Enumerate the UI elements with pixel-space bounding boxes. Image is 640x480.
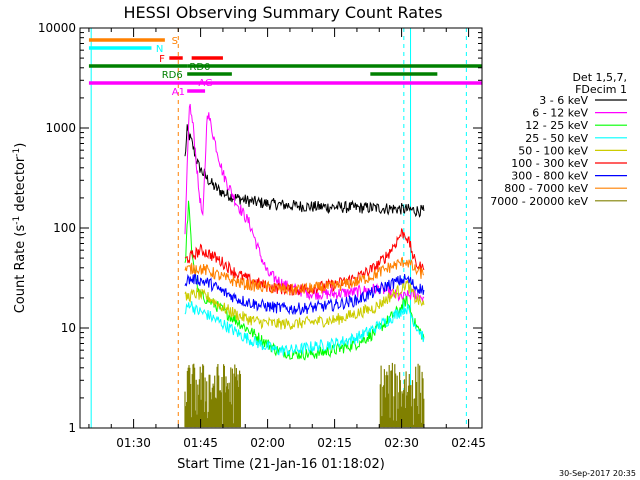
legend-label: 100 - 300 keV: [511, 157, 588, 170]
y-axis-label: Count Rate (s-1 detector-1): [12, 143, 28, 314]
mode-bar-label: N: [156, 44, 163, 55]
mode-bar-label: RD6: [162, 70, 183, 81]
y-tick-label: 10: [61, 321, 76, 335]
legend-label: 3 - 6 keV: [539, 94, 588, 107]
legend-label: 6 - 12 keV: [532, 107, 588, 120]
legend-label: 12 - 25 keV: [525, 119, 588, 132]
footer-timestamp: 30-Sep-2017 20:35: [559, 469, 636, 478]
legend-header-1: Det 1,5,7,: [572, 71, 627, 84]
series-line: [184, 271, 425, 316]
series-noise: [184, 362, 425, 428]
mode-bar-label: AG: [198, 78, 212, 89]
legend-header-2: FDecim 1: [575, 83, 627, 96]
mode-bar-label: A1: [172, 87, 185, 98]
mode-bar-label: F: [159, 54, 165, 65]
series-line: [184, 228, 425, 296]
x-tick-label: 02:00: [250, 436, 285, 450]
series-layer: [184, 103, 425, 428]
series-line: [184, 124, 425, 218]
x-tick-label: 01:30: [116, 436, 151, 450]
vertical-markers: [90, 28, 467, 428]
series-line: [184, 279, 425, 330]
legend-label: 800 - 7000 keV: [504, 182, 588, 195]
x-tick-label: 02:45: [451, 436, 486, 450]
y-tick-label: 100: [53, 221, 76, 235]
legend-label: 50 - 100 keV: [518, 144, 588, 157]
x-tick-label: 02:30: [384, 436, 419, 450]
chart-title: HESSI Observing Summary Count Rates: [123, 3, 442, 22]
y-tick-label: 1: [68, 421, 76, 435]
series-line: [184, 256, 425, 296]
y-tick-label: 1000: [45, 121, 76, 135]
x-axis-label: Start Time (21-Jan-16 01:18:02): [177, 457, 385, 472]
legend-label: 7000 - 20000 keV: [490, 195, 588, 208]
legend-label: 25 - 50 keV: [525, 132, 588, 145]
y-tick-label: 10000: [38, 21, 76, 35]
legend-label: 300 - 800 keV: [511, 170, 588, 183]
mode-bar-label: RD0: [189, 62, 210, 73]
mode-bar-label: S: [172, 36, 178, 47]
series-line: [184, 301, 425, 356]
x-tick-label: 02:15: [317, 436, 352, 450]
mode-bars: SNF RD0 RD6 AG A1: [88, 36, 482, 98]
axis-ticks: 01:30 01:45 02:00 02:15 02:30 02:45 1 10 100 1000…: [38, 21, 486, 450]
x-tick-label: 01:45: [183, 436, 218, 450]
